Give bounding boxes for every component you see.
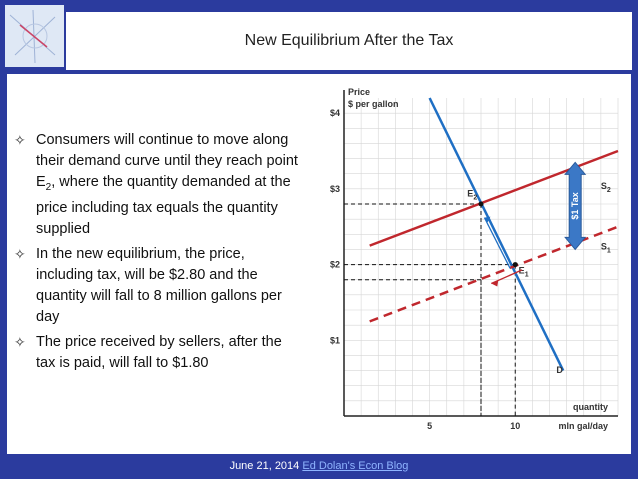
- e2-label: E2: [467, 188, 477, 201]
- footer-date: June 21, 2014: [229, 460, 300, 472]
- y-axis-label: Price: [348, 87, 370, 97]
- supply2-label: S2: [601, 181, 611, 194]
- supply1-label: S1: [601, 241, 611, 254]
- bullet-item: ✧ Consumers will continue to move along …: [14, 130, 304, 240]
- supply-move-arrow: [491, 269, 523, 285]
- footer-blog-link[interactable]: Ed Dolan's Econ Blog: [302, 460, 409, 472]
- arrowhead-icon: [484, 216, 491, 223]
- arrowhead-icon: [491, 280, 499, 287]
- demand-move-arrow: [483, 217, 511, 269]
- chart-background: [306, 78, 624, 440]
- tax-arrow-icon: [564, 161, 587, 251]
- diamond-bullet-icon: ✧: [14, 245, 26, 262]
- y-tick-label: $2: [330, 260, 340, 270]
- x-tick-label: 5: [427, 421, 432, 431]
- diamond-bullet-icon: ✧: [14, 132, 26, 148]
- y-tick-label: $1: [330, 335, 340, 345]
- tax-label: $1 Tax: [570, 192, 580, 219]
- equilibrium-point-e2: [478, 201, 484, 207]
- equilibrium-point-e1: [512, 262, 518, 268]
- bullet-item: ✧ The price received by sellers, after t…: [14, 332, 304, 374]
- x-axis-label: quantity: [573, 402, 608, 412]
- bullet-text: Consumers will continue to move along th…: [36, 132, 298, 237]
- supply-demand-chart: $4 $3 $2 $1 5 10 Price $ per gallon quantity mln …: [306, 78, 624, 440]
- y-tick-label: $3: [330, 184, 340, 194]
- bullet-list: ✧ Consumers will continue to move along …: [14, 130, 304, 378]
- chart-svg: $4 $3 $2 $1 5 10 Price $ per gallon quantity mln …: [306, 78, 624, 440]
- bullet-text: The price received by sellers, after the…: [36, 333, 282, 371]
- footer: June 21, 2014 Ed Dolan's Econ Blog: [0, 460, 638, 472]
- series-line-d: [428, 97, 565, 372]
- x-axis-label: mln gal/day: [558, 421, 608, 431]
- slide-title: New Equilibrium After the Tax: [244, 32, 454, 49]
- demand-label: D: [556, 365, 563, 375]
- title-bar: New Equilibrium After the Tax: [66, 12, 632, 70]
- bullet-item: ✧ In the new equilibrium, the price, inc…: [14, 244, 304, 328]
- slide-thumbnail-image: [5, 5, 64, 67]
- bullet-text: In the new equilibrium, the price, inclu…: [36, 245, 282, 325]
- y-axis-label: $ per gallon: [348, 99, 399, 109]
- y-tick-label: $4: [330, 108, 340, 118]
- x-tick-label: 10: [510, 421, 520, 431]
- diamond-bullet-icon: ✧: [14, 333, 26, 350]
